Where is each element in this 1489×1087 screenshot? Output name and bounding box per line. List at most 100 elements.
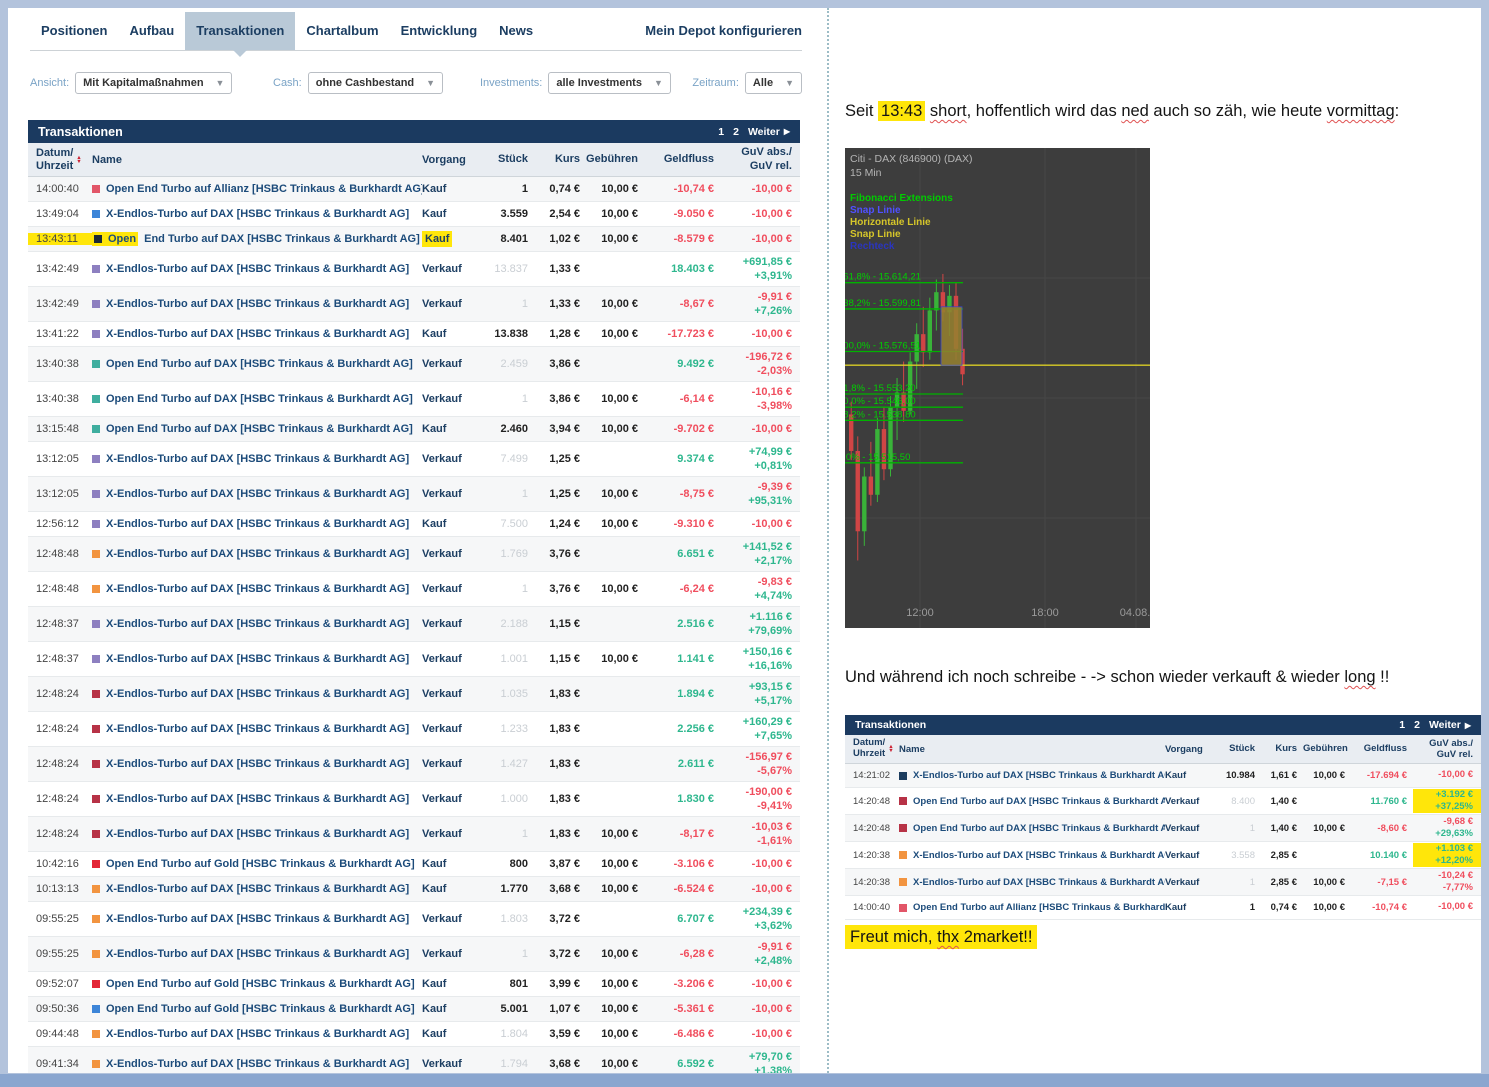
- row-guv: -9,68 € +29,63%: [1413, 816, 1481, 841]
- instrument-link[interactable]: X-Endlos-Turbo auf DAX [HSBC Trinkaus & …: [106, 758, 410, 770]
- instrument-link[interactable]: X-Endlos-Turbo auf DAX [HSBC Trinkaus & …: [106, 883, 410, 895]
- sort-icon[interactable]: ▲ ▼: [888, 744, 894, 754]
- svg-text:Horizontale Linie: Horizontale Linie: [850, 217, 931, 228]
- instrument-link[interactable]: X-Endlos-Turbo auf DAX [HSBC Trinkaus & …: [106, 518, 410, 530]
- nav-tab-aufbau[interactable]: Aufbau: [129, 23, 175, 38]
- instrument-link[interactable]: X-Endlos-Turbo auf DAX [HSBC Trinkaus & …: [106, 653, 410, 665]
- instrument-color-icon: [92, 185, 100, 193]
- instrument-link[interactable]: End Turbo auf DAX [HSBC Trinkaus & Burkh…: [144, 233, 420, 245]
- guv-line: -196,72 €: [745, 350, 792, 363]
- column-datum-uhrzeit[interactable]: Datum/Uhrzeit ▲ ▼: [28, 147, 92, 172]
- row-name-cell: X-Endlos-Turbo auf DAX [HSBC Trinkaus & …: [92, 1028, 422, 1040]
- instrument-link[interactable]: Open End Turbo auf DAX [HSBC Trinkaus & …: [106, 358, 413, 370]
- instrument-link[interactable]: X-Endlos-Turbo auf DAX [HSBC Trinkaus & …: [106, 723, 410, 735]
- row-geldfluss: 2.611 €: [677, 758, 714, 770]
- instrument-link[interactable]: X-Endlos-Turbo auf DAX [HSBC Trinkaus & …: [106, 1058, 410, 1070]
- instrument-link[interactable]: Open End Turbo auf DAX [HSBC Trinkaus & …: [106, 423, 413, 435]
- instrument-link[interactable]: X-Endlos-Turbo auf DAX [HSBC Trinkaus & …: [106, 453, 410, 465]
- instrument-link[interactable]: X-Endlos-Turbo auf DAX [HSBC Trinkaus & …: [106, 688, 410, 700]
- column-kurs: Kurs: [1275, 743, 1297, 755]
- cash-select[interactable]: ohne Cashbestand ▼: [307, 72, 444, 94]
- instrument-link[interactable]: X-Endlos-Turbo auf DAX [HSBC Trinkaus & …: [913, 849, 1165, 861]
- instrument-link[interactable]: X-Endlos-Turbo auf DAX [HSBC Trinkaus & …: [106, 618, 410, 630]
- row-stueck: 1: [1249, 876, 1255, 888]
- row-guv: -9,91 € +7,26%: [720, 290, 800, 319]
- row-stueck: 1.769: [500, 548, 528, 560]
- row-name-cell: X-Endlos-Turbo auf DAX [HSBC Trinkaus & …: [92, 1058, 422, 1070]
- guv-line: +79,69%: [748, 625, 792, 637]
- guv-line: +4,74%: [754, 590, 792, 602]
- vorgang-value: Verkauf: [422, 618, 462, 630]
- row-guv: -10,00 €: [720, 207, 800, 221]
- ansicht-select[interactable]: Mit Kapitalmaßnahmen ▼: [75, 72, 233, 94]
- row-stueck: 5.001: [500, 1003, 528, 1015]
- row-gebuehren: 10,00 €: [601, 948, 638, 960]
- instrument-link[interactable]: Open End Turbo auf Allianz [HSBC Trinkau…: [106, 183, 422, 195]
- page-2[interactable]: 2: [733, 125, 739, 138]
- table-row: 12:48:48 X-Endlos-Turbo auf DAX [HSBC Tri…: [28, 537, 800, 572]
- row-stueck: 13.837: [494, 263, 528, 275]
- instrument-link[interactable]: Open End Turbo auf Gold [HSBC Trinkaus &…: [106, 858, 415, 870]
- column-guv: GuV abs./GuV rel.: [741, 146, 792, 172]
- instrument-link[interactable]: X-Endlos-Turbo auf DAX [HSBC Trinkaus & …: [913, 876, 1165, 888]
- nav-tab-entwicklung[interactable]: Entwicklung: [400, 23, 478, 38]
- chevron-down-icon: ▼: [215, 78, 225, 88]
- page-1[interactable]: 1: [1399, 719, 1406, 731]
- table-row: 13:12:05 X-Endlos-Turbo auf DAX [HSBC Tri…: [28, 442, 800, 477]
- column-datum-uhrzeit[interactable]: Datum/Uhrzeit ▲ ▼: [845, 737, 899, 760]
- instrument-link[interactable]: Open End Turbo auf DAX [HSBC Trinkaus & …: [913, 822, 1165, 834]
- nav-tab-transaktionen[interactable]: Transaktionen: [185, 12, 296, 57]
- row-name-cell: X-Endlos-Turbo auf DAX [HSBC Trinkaus & …: [899, 850, 1165, 861]
- instrument-link[interactable]: Open End Turbo auf Gold [HSBC Trinkaus &…: [106, 978, 415, 990]
- instrument-link[interactable]: X-Endlos-Turbo auf DAX [HSBC Trinkaus & …: [106, 583, 410, 595]
- guv-line: +2,17%: [754, 555, 792, 567]
- instrument-link[interactable]: Open End Turbo auf Gold [HSBC Trinkaus &…: [106, 1003, 415, 1015]
- instrument-link[interactable]: X-Endlos-Turbo auf DAX [HSBC Trinkaus & …: [106, 328, 410, 340]
- page-1[interactable]: 1: [718, 125, 725, 138]
- instrument-link[interactable]: X-Endlos-Turbo auf DAX [HSBC Trinkaus & …: [913, 770, 1165, 781]
- guv-line: -10,00 €: [751, 977, 792, 990]
- row-geldfluss: 6.651 €: [677, 548, 714, 560]
- row-gebuehren: 10,00 €: [601, 233, 638, 245]
- nav-tab-news[interactable]: News: [499, 23, 534, 38]
- instrument-link[interactable]: X-Endlos-Turbo auf DAX [HSBC Trinkaus & …: [106, 548, 410, 560]
- instrument-link[interactable]: X-Endlos-Turbo auf DAX [HSBC Trinkaus & …: [106, 263, 410, 275]
- instrument-link[interactable]: Open: [108, 233, 137, 245]
- page-2[interactable]: 2: [1414, 719, 1420, 731]
- row-vorgang: Verkauf: [1165, 850, 1213, 861]
- instrument-link[interactable]: X-Endlos-Turbo auf DAX [HSBC Trinkaus & …: [106, 298, 410, 310]
- instrument-link[interactable]: Open End Turbo auf DAX [HSBC Trinkaus & …: [106, 393, 413, 405]
- dax-chart: 161,8% - 15.614,21 138,2% - 15.599,81 100,…: [838, 148, 1150, 628]
- svg-text:100,0% - 15.576,51: 100,0% - 15.576,51: [845, 340, 921, 351]
- guv-line: +12,20%: [1435, 855, 1473, 866]
- row-vorgang: Verkauf: [422, 688, 478, 700]
- instrument-link[interactable]: Open End Turbo auf Allianz [HSBC Trinkau…: [913, 902, 1165, 913]
- instrument-link[interactable]: X-Endlos-Turbo auf DAX [HSBC Trinkaus & …: [106, 828, 410, 840]
- next-label: Weiter: [747, 125, 780, 138]
- vorgang-value: Kauf: [422, 423, 447, 435]
- row-stueck: 7.499: [500, 453, 528, 465]
- investments-select[interactable]: alle Investments ▼: [548, 72, 671, 94]
- row-name-cell: X-Endlos-Turbo auf DAX [HSBC Trinkaus & …: [92, 688, 422, 700]
- guv-line: -10,00 €: [751, 232, 792, 245]
- instrument-link[interactable]: Open End Turbo auf DAX [HSBC Trinkaus & …: [913, 795, 1165, 807]
- next-page-button[interactable]: Weiter ▶: [748, 126, 790, 138]
- next-label: Weiter: [1428, 719, 1461, 731]
- row-stueck: 1: [521, 183, 528, 195]
- nav-tab-positionen[interactable]: Positionen: [41, 23, 108, 38]
- guv-line: -156,97 €: [745, 750, 792, 763]
- instrument-link[interactable]: X-Endlos-Turbo auf DAX [HSBC Trinkaus & …: [106, 948, 410, 960]
- instrument-link[interactable]: X-Endlos-Turbo auf DAX [HSBC Trinkaus & …: [106, 208, 410, 220]
- instrument-link[interactable]: X-Endlos-Turbo auf DAX [HSBC Trinkaus & …: [106, 1028, 410, 1040]
- zeitraum-select[interactable]: Alle ▼: [744, 72, 802, 94]
- instrument-link[interactable]: X-Endlos-Turbo auf DAX [HSBC Trinkaus & …: [106, 488, 410, 500]
- instrument-link[interactable]: X-Endlos-Turbo auf DAX [HSBC Trinkaus & …: [106, 793, 410, 805]
- row-geldfluss: -8.579 €: [673, 233, 714, 245]
- row-vorgang: Kauf: [422, 858, 478, 870]
- configure-depot-link[interactable]: Mein Depot konfigurieren: [645, 23, 802, 38]
- nav-tab-chartalbum[interactable]: Chartalbum: [306, 23, 379, 38]
- next-page-button[interactable]: Weiter ▶: [1429, 719, 1471, 731]
- table-row: 13:41:22 X-Endlos-Turbo auf DAX [HSBC Tri…: [28, 322, 800, 347]
- instrument-link[interactable]: X-Endlos-Turbo auf DAX [HSBC Trinkaus & …: [106, 913, 410, 925]
- sort-icon[interactable]: ▲ ▼: [76, 154, 82, 165]
